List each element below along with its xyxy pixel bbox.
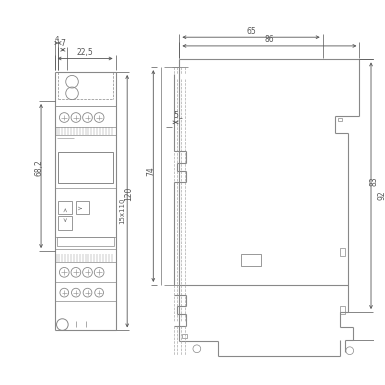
- Bar: [59, 201, 72, 214]
- Text: 15x110: 15x110: [119, 197, 126, 224]
- Text: 22,5: 22,5: [77, 48, 94, 57]
- Text: 68,2: 68,2: [35, 159, 44, 176]
- Bar: [57, 236, 114, 246]
- Text: 5: 5: [173, 111, 178, 121]
- Bar: [57, 152, 113, 183]
- Bar: [241, 254, 261, 266]
- Bar: [340, 248, 345, 256]
- Bar: [76, 201, 89, 214]
- Bar: [340, 306, 345, 314]
- Text: 4: 4: [54, 35, 59, 42]
- Text: 83: 83: [370, 176, 378, 186]
- Bar: [338, 117, 342, 121]
- Bar: [59, 216, 72, 230]
- Text: 120: 120: [125, 187, 134, 201]
- Text: 7: 7: [60, 39, 65, 49]
- Text: 65: 65: [246, 27, 256, 36]
- Text: 86: 86: [264, 35, 274, 44]
- Text: 74: 74: [146, 166, 155, 176]
- Bar: [182, 334, 187, 338]
- Text: 92: 92: [377, 190, 385, 200]
